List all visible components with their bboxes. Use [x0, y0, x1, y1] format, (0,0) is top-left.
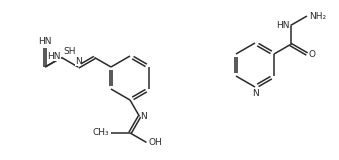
Text: HN: HN [38, 37, 52, 46]
Text: NH₂: NH₂ [309, 12, 326, 20]
Text: N: N [252, 89, 258, 98]
Text: HN: HN [47, 52, 61, 61]
Text: HN: HN [276, 21, 290, 30]
Text: N: N [140, 112, 147, 121]
Text: OH: OH [148, 138, 162, 147]
Text: SH: SH [64, 47, 76, 56]
Text: O: O [309, 49, 316, 59]
Text: CH₃: CH₃ [92, 128, 109, 137]
Text: N: N [75, 57, 81, 66]
